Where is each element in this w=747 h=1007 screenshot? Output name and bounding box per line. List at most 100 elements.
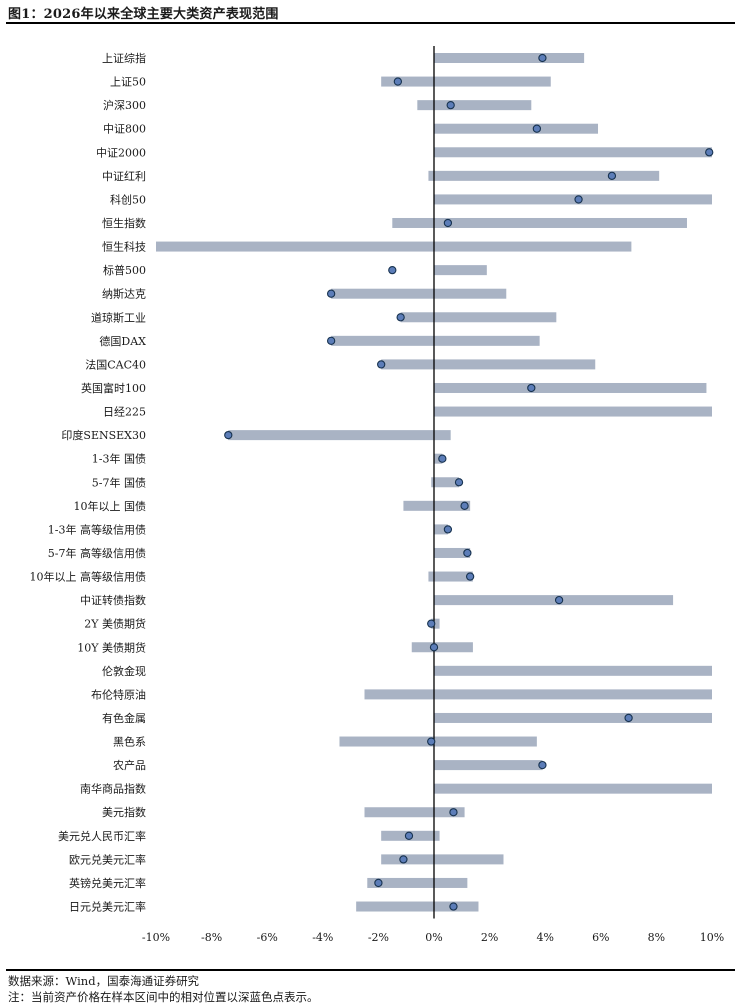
range-bar [381, 854, 504, 865]
x-tick-label: 0% [425, 931, 442, 944]
category-label: 布伦特原油 [91, 687, 146, 701]
range-bar [228, 430, 451, 441]
current-dot [446, 100, 455, 110]
current-dot [454, 478, 464, 487]
range-bar [434, 382, 707, 393]
range-bar [431, 477, 460, 488]
range-bar [434, 53, 585, 63]
range-bar [417, 100, 532, 111]
range-bar [434, 524, 448, 535]
category-label: 南华商品指数 [80, 782, 146, 796]
range-bar [434, 595, 674, 606]
range-bar [331, 288, 507, 299]
range-bar [434, 265, 487, 276]
range-bar [434, 712, 712, 723]
title-rule [6, 22, 735, 24]
category-label: 10年以上 国债 [74, 499, 147, 513]
range-bar [431, 618, 440, 629]
category-label: 纳斯达克 [102, 288, 146, 301]
current-dot [527, 383, 536, 393]
category-label: 标普500 [103, 263, 146, 277]
current-dot [443, 218, 453, 228]
category-label: 1-3年 高等级信用债 [48, 522, 146, 536]
current-dot [460, 501, 469, 510]
current-dot [427, 619, 436, 628]
current-dot [443, 525, 453, 534]
category-label: 日元兑美元汇率 [69, 900, 146, 914]
range-bar [434, 194, 712, 205]
category-label: 英镑兑美元汇率 [69, 876, 146, 890]
current-dot [326, 289, 336, 298]
x-tick-label: -8% [201, 931, 222, 944]
range-bar [434, 783, 712, 794]
x-tick-label: 2% [481, 931, 498, 944]
current-dot [377, 360, 386, 369]
category-label: 中证红利 [102, 170, 146, 183]
range-bar [392, 217, 687, 228]
category-label: 中证转债指数 [80, 593, 146, 607]
category-label: 美元兑人民币汇率 [58, 829, 146, 843]
range-bar [434, 547, 471, 558]
note-text: 注：当前资产价格在样本区间中的相对位置以深蓝色点表示。 [8, 990, 319, 1004]
source-text: 数据来源：Wind，国泰海通证券研究 [8, 974, 200, 988]
range-bar [381, 359, 596, 370]
current-dot [463, 548, 472, 558]
current-dot [574, 195, 583, 204]
x-tick-label: -10% [142, 931, 170, 944]
category-label: 中证800 [103, 123, 146, 136]
range-bar [434, 760, 543, 771]
category-label: 日经225 [103, 406, 146, 419]
x-tick-label: 8% [648, 931, 665, 944]
category-label: 美元指数 [102, 805, 146, 819]
x-tick-label: 10% [700, 931, 724, 944]
current-dot [399, 855, 408, 864]
category-label: 5-7年 高等级信用债 [48, 546, 146, 560]
range-bar [428, 571, 473, 582]
x-tick-label: 6% [592, 931, 609, 944]
current-dot [388, 265, 397, 275]
range-bar [400, 312, 557, 323]
current-dot [532, 124, 542, 133]
category-label: 中证2000 [96, 146, 146, 159]
range-bar [156, 241, 632, 252]
category-label: 有色金属 [102, 711, 146, 725]
current-dot [396, 313, 405, 322]
category-label: 沪深300 [103, 98, 146, 112]
current-dot [429, 643, 439, 652]
category-label: 道琼斯工业 [91, 310, 146, 324]
category-label: 伦敦金现 [102, 664, 146, 678]
current-position-dots [224, 53, 714, 911]
category-label: 科创50 [110, 192, 146, 206]
category-label: 恒生指数 [102, 216, 146, 230]
x-tick-label: -4% [312, 931, 333, 944]
range-bar [434, 406, 712, 417]
category-label: 恒生科技 [102, 240, 146, 254]
x-tick-label: 4% [536, 931, 553, 944]
range-bars [156, 53, 712, 912]
current-dot [438, 454, 447, 463]
current-dot [449, 808, 458, 817]
category-label: 欧元兑美元汇率 [69, 852, 146, 866]
current-dot [449, 902, 458, 911]
current-dot [224, 430, 233, 440]
range-bar [428, 170, 660, 181]
current-dot [404, 831, 414, 840]
current-dot [326, 336, 336, 345]
range-bar [434, 665, 712, 676]
category-label: 10Y 美债期货 [77, 640, 146, 654]
range-bar [356, 901, 479, 912]
category-label: 5-7年 国债 [92, 475, 146, 489]
figure-title: 图1：2026年以来全球主要大类资产表现范围 [8, 7, 279, 22]
current-dot [554, 595, 564, 605]
current-dot [374, 878, 383, 888]
x-tick-labels: -10% -8% -6% -4% -2% 0% 2% 4% 6% 8% 10% [142, 931, 724, 944]
current-dot [624, 713, 633, 723]
category-label: 上证50 [110, 76, 146, 89]
current-dot [538, 760, 547, 770]
range-bar [434, 147, 712, 158]
range-bar [403, 500, 471, 511]
category-label: 农产品 [113, 758, 146, 772]
current-dot [607, 171, 617, 180]
range-bar [367, 877, 468, 888]
